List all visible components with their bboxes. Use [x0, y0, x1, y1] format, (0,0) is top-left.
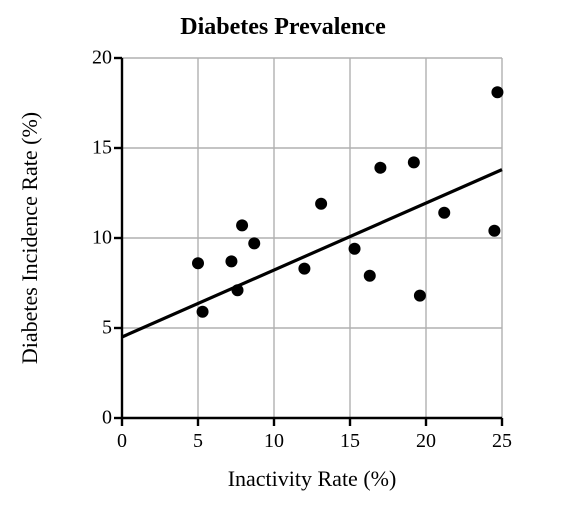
trendline: [122, 170, 502, 337]
y-tick-label: 5: [84, 317, 112, 340]
x-tick-label: 10: [264, 430, 284, 453]
plot-area: [102, 38, 522, 438]
data-point: [236, 219, 248, 231]
data-point: [225, 255, 237, 267]
data-point: [364, 270, 376, 282]
data-point: [374, 162, 386, 174]
data-point: [349, 243, 361, 255]
x-tick-label: 5: [193, 430, 203, 453]
data-point: [408, 156, 420, 168]
x-axis-label: Inactivity Rate (%): [228, 466, 397, 492]
data-point: [491, 86, 503, 98]
data-point: [192, 257, 204, 269]
data-point: [315, 198, 327, 210]
y-tick-label: 20: [84, 47, 112, 70]
x-tick-label: 15: [340, 430, 360, 453]
x-tick-label: 20: [416, 430, 436, 453]
y-axis-label: Diabetes Incidence Rate (%): [17, 112, 43, 364]
data-point: [298, 263, 310, 275]
data-point: [414, 290, 426, 302]
y-tick-label: 0: [84, 407, 112, 430]
chart-title: Diabetes Prevalence: [0, 14, 566, 41]
y-tick-label: 10: [84, 227, 112, 250]
x-tick-label: 25: [492, 430, 512, 453]
scatter-chart: Diabetes Prevalence Diabetes Incidence R…: [0, 0, 566, 510]
data-point: [197, 306, 209, 318]
data-point: [488, 225, 500, 237]
data-point: [232, 284, 244, 296]
y-tick-label: 15: [84, 137, 112, 160]
data-point: [248, 237, 260, 249]
x-tick-label: 0: [117, 430, 127, 453]
data-point: [438, 207, 450, 219]
